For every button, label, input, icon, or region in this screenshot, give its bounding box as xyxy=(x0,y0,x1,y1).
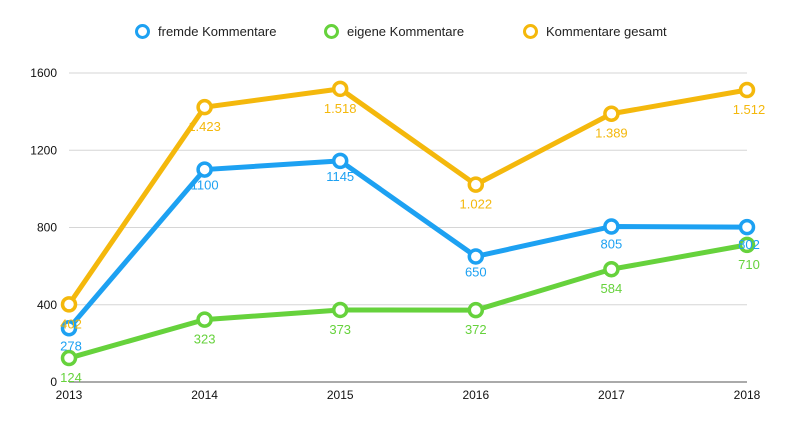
series-1 xyxy=(60,236,756,367)
legend-marker-gesamt xyxy=(523,24,538,39)
x-tick-label: 2014 xyxy=(191,388,218,402)
data-label: 402 xyxy=(60,316,82,331)
data-point xyxy=(467,176,485,193)
data-point xyxy=(331,80,349,98)
data-point xyxy=(603,105,620,122)
data-label: 124 xyxy=(60,370,82,385)
data-point xyxy=(738,81,756,99)
data-label: 584 xyxy=(601,281,623,296)
data-label: 1.389 xyxy=(595,126,628,141)
series-0 xyxy=(60,152,756,337)
data-label: 805 xyxy=(601,237,623,252)
x-tick-label: 2016 xyxy=(462,388,489,402)
legend-item-gesamt: Kommentare gesamt xyxy=(523,24,667,39)
legend-marker-eigene xyxy=(324,24,339,39)
x-tick-label: 2013 xyxy=(56,388,83,402)
series-layer xyxy=(60,80,756,367)
data-label: 650 xyxy=(465,264,487,279)
data-label: 1145 xyxy=(326,169,354,184)
data-point xyxy=(196,98,213,116)
series-line xyxy=(66,242,750,361)
data-label: 1.512 xyxy=(733,102,766,117)
data-point xyxy=(603,218,620,235)
y-tick-label: 1200 xyxy=(30,143,57,157)
data-label: 1.423 xyxy=(188,119,221,134)
y-tick-label: 400 xyxy=(37,298,57,312)
data-label: 1.022 xyxy=(460,197,493,212)
chart-legend: fremde Kommentare eigene Kommentare Komm… xyxy=(0,24,792,44)
data-point xyxy=(467,301,485,319)
data-point xyxy=(603,260,620,278)
series-line xyxy=(66,158,750,331)
y-tick-label: 1600 xyxy=(30,66,57,80)
data-point xyxy=(60,320,78,337)
data-label-layer: 278 1100 1145 650 805 802 124 323 373 372 584 710 40… xyxy=(60,101,765,385)
series-line xyxy=(66,86,750,307)
legend-label-gesamt: Kommentare gesamt xyxy=(546,24,667,39)
x-tick-label: 2017 xyxy=(598,388,625,402)
legend-label-fremde: fremde Kommentare xyxy=(158,24,277,39)
data-label: 1100 xyxy=(191,178,219,193)
legend-item-eigene: eigene Kommentare xyxy=(324,24,464,39)
legend-label-eigene: eigene Kommentare xyxy=(347,24,465,39)
data-point xyxy=(331,152,349,170)
y-tick-label: 0 xyxy=(50,375,57,389)
data-point xyxy=(60,296,78,313)
x-tick-label: 2015 xyxy=(327,388,354,402)
data-label: 278 xyxy=(60,338,82,353)
data-point xyxy=(738,218,756,236)
data-point xyxy=(467,248,485,265)
y-tick-label: 800 xyxy=(37,221,57,235)
axes-layer: 0 400 800 1200 1600 2013 2014 2015 2016 2017 2018 xyxy=(30,66,760,402)
legend-marker-fremde xyxy=(135,24,150,39)
data-label: 372 xyxy=(465,322,487,337)
data-label: 323 xyxy=(194,332,216,347)
series-2 xyxy=(60,80,756,313)
legend-item-fremde: fremde Kommentare xyxy=(135,24,277,39)
data-label: 373 xyxy=(329,322,351,337)
data-point xyxy=(738,236,756,254)
data-point xyxy=(331,301,349,319)
data-point xyxy=(60,349,78,367)
data-label: 710 xyxy=(738,257,760,272)
data-label: 1.518 xyxy=(324,101,357,116)
data-point xyxy=(196,161,213,178)
x-tick-label: 2018 xyxy=(734,388,761,402)
data-point xyxy=(196,311,213,328)
data-label: 802 xyxy=(738,237,760,252)
